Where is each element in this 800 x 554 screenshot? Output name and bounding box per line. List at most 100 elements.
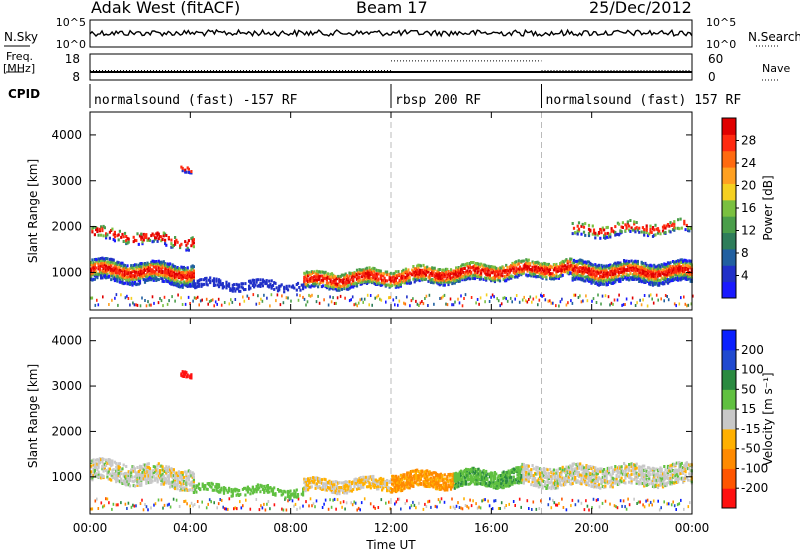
velocity-panel-cell [418, 471, 421, 475]
velocity-panel-cell [205, 487, 208, 491]
power-panel-cell [625, 262, 628, 266]
velocity-panel-cell [239, 492, 242, 496]
power-panel-cell [97, 262, 100, 266]
velocity-panel-cell [286, 492, 290, 496]
power-panel-cell [468, 269, 471, 273]
power-panel-cell [157, 237, 160, 241]
velocity-panel-cell [143, 470, 147, 474]
power-panel-cell [177, 267, 180, 271]
power-panel-cell [640, 303, 643, 307]
power-panel-cell [133, 270, 137, 274]
power-panel-cell [359, 268, 362, 272]
power-panel-cell [649, 263, 652, 267]
power-panel-cell [581, 274, 584, 278]
power-panel-cell [180, 275, 183, 279]
power-panel-cell [115, 269, 118, 273]
velocity-panel-cell [115, 465, 118, 469]
velocity-panel-cell [645, 499, 647, 503]
velocity-panel-cell [520, 465, 523, 469]
power-panel-cell [137, 279, 140, 282]
power-panel-cell [217, 278, 221, 282]
velocity-panel-cell [315, 484, 318, 488]
power-panel-cell [157, 259, 160, 263]
power-panel-cell [397, 270, 400, 274]
velocity-panel-cell [314, 486, 317, 490]
power-panel-cell [600, 267, 603, 270]
velocity-panel-cell [429, 471, 433, 475]
velocity-panel-cell [219, 488, 222, 492]
power-panel-cell [545, 265, 548, 268]
velocity-panel-cell [273, 503, 276, 507]
power-panel-cell [502, 269, 505, 272]
power-panel-cell [673, 302, 676, 306]
power-panel-cell [599, 271, 602, 275]
velocity-panel-cell [432, 485, 435, 489]
power-panel-cell [179, 267, 182, 271]
power-panel-cell [101, 226, 104, 230]
velocity-panel-cell [418, 479, 421, 482]
power-panel-cell [462, 271, 465, 274]
velocity-panel-cell [261, 488, 264, 491]
velocity-panel-cell [424, 502, 426, 506]
velocity-panel-cell [123, 475, 127, 479]
power-panel-cell [616, 261, 619, 265]
power-panel-cell [609, 265, 612, 269]
power-panel-cell [650, 267, 653, 271]
power-panel-cell [376, 281, 379, 285]
velocity-panel-cell [217, 485, 221, 488]
velocity-panel-cell [169, 471, 172, 475]
power-panel-cell [471, 261, 474, 264]
power-panel-cell [499, 304, 501, 308]
power-panel-cell [317, 278, 320, 282]
power-panel-cell [249, 286, 252, 290]
power-panel-cell [483, 276, 486, 280]
velocity-panel-cell [127, 474, 130, 477]
power-panel-cell [362, 300, 364, 304]
power-panel-cell [457, 269, 460, 272]
velocity-panel-cell [485, 482, 488, 486]
power-panel-cell [182, 282, 185, 286]
power-panel-cell [291, 284, 295, 288]
velocity-panel-cell [174, 481, 177, 485]
power-panel-cell [460, 272, 463, 276]
power-panel-cell [581, 266, 584, 269]
power-panel-cell [661, 229, 665, 233]
velocity-panel-cell [96, 475, 99, 479]
velocity-panel-cell [324, 498, 327, 502]
velocity-panel-cell [423, 470, 426, 474]
velocity-panel-cell [452, 472, 455, 476]
power-panel-cell [116, 271, 119, 275]
velocity-panel-cell [271, 492, 275, 496]
power-panel-cell [485, 293, 488, 297]
power-panel-cell [360, 270, 364, 274]
power-panel-cell [350, 275, 354, 279]
velocity-panel-cell [497, 486, 500, 489]
power-panel-cell [575, 265, 578, 269]
power-panel-cell [539, 268, 542, 272]
velocity-panel-cell [165, 471, 168, 475]
power-panel-cell [584, 263, 587, 267]
power-panel-cell [373, 267, 376, 271]
velocity-panel-cell [516, 476, 519, 480]
power-panel-cell [424, 277, 428, 281]
power-panel-cell [616, 267, 619, 271]
power-panel-cell [465, 277, 468, 281]
power-panel-cell [135, 265, 138, 269]
power-panel-cell [594, 282, 597, 285]
power-panel-cell [520, 259, 523, 263]
velocity-panel-cell [517, 481, 520, 485]
power-panel-cell [325, 281, 328, 285]
power-panel-cell [601, 226, 604, 230]
power-panel-cell [91, 278, 94, 282]
power-panel-cell [666, 261, 670, 265]
velocity-panel-cell [406, 499, 408, 503]
power-panel-cell [192, 269, 195, 273]
velocity-panel-cell [222, 490, 226, 494]
velocity-panel-cell [457, 474, 460, 478]
power-panel-cell [645, 228, 648, 232]
velocity-panel-cell [515, 470, 518, 473]
velocity-panel-cell [224, 486, 227, 490]
power-panel-cell [100, 262, 103, 266]
power-panel-cell [668, 229, 671, 233]
power-panel-cell [168, 299, 170, 303]
